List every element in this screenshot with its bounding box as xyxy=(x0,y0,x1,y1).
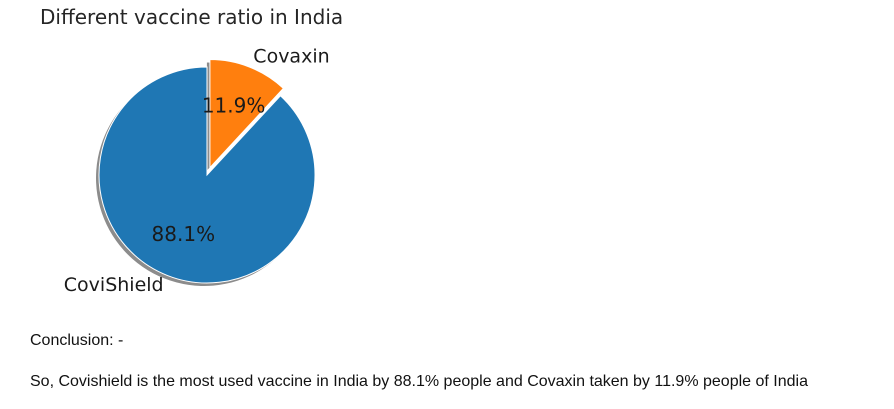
slice-label-covaxin: Covaxin xyxy=(253,45,329,67)
slice-percent-covaxin: 11.9% xyxy=(202,94,266,118)
conclusion-heading: Conclusion: - xyxy=(30,332,124,349)
pie-slices xyxy=(98,59,316,284)
pie-slice-covaxin xyxy=(209,59,285,169)
pie-slice-covishield xyxy=(98,66,316,284)
slice-label-covishield: CoviShield xyxy=(64,274,164,296)
vaccine-pie-chart: Different vaccine ratio in India CoviShi… xyxy=(40,5,343,296)
slice-percent-covishield: 88.1% xyxy=(152,222,216,246)
pie-labels: CoviShield 88.1% Covaxin 11.9% xyxy=(64,45,330,296)
conclusion-text: So, Covishield is the most used vaccine … xyxy=(30,373,808,390)
chart-title: Different vaccine ratio in India xyxy=(40,5,343,29)
